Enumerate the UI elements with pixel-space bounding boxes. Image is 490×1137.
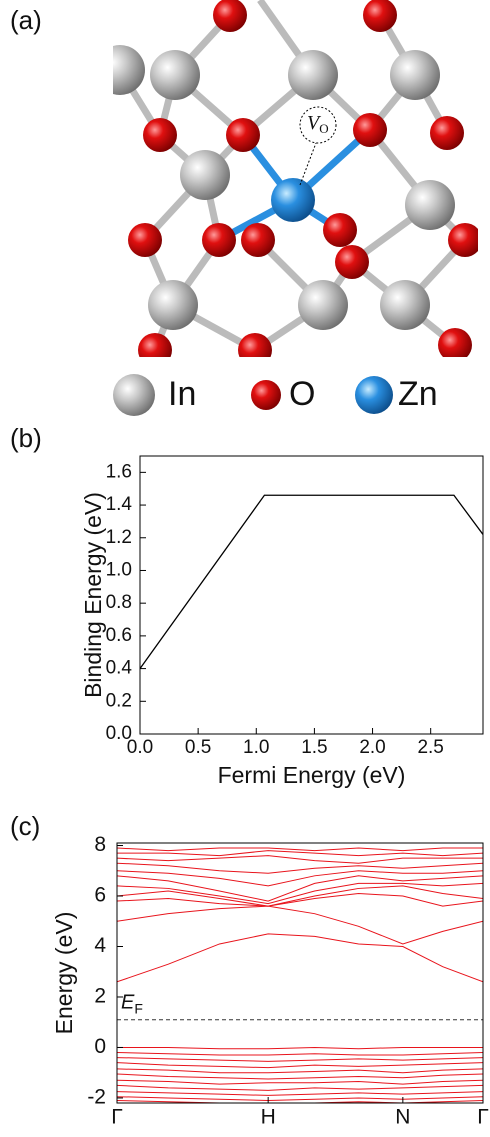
- band-line: [117, 906, 483, 944]
- fermi-label-main: E: [121, 992, 135, 1014]
- plot-frame: [140, 456, 483, 734]
- band-line: [117, 934, 483, 982]
- y-tick-label: -2: [87, 1085, 106, 1108]
- band-line: [117, 1053, 483, 1056]
- band-line: [117, 1058, 483, 1062]
- panel-label: (c): [10, 811, 40, 841]
- band-line: [117, 1100, 483, 1104]
- x-tick-label: 2.5: [417, 737, 443, 758]
- y-tick-label: 0.8: [106, 592, 132, 613]
- figure: (a) (b) (c): [0, 0, 490, 1132]
- y-tick-label: 1.2: [106, 527, 132, 548]
- plot-area: [140, 495, 483, 668]
- y-tick-label: 0: [94, 1035, 106, 1058]
- structure-legend: In O Zn: [113, 374, 438, 416]
- band-line: [117, 848, 483, 851]
- x-tick-label: 2.0: [359, 737, 385, 758]
- fermi-label-sub: F: [134, 1000, 143, 1016]
- vacancy-label-sub: O: [319, 121, 328, 136]
- band-line: [117, 1085, 483, 1090]
- band-line: [117, 1080, 483, 1084]
- band-line: [117, 871, 483, 886]
- panel-label: (b): [10, 423, 42, 453]
- x-tick-label: 0.5: [185, 737, 211, 758]
- band-line: [117, 1097, 483, 1101]
- band-line: [117, 1069, 483, 1073]
- x-tick-label: Γ: [477, 1106, 489, 1129]
- x-tick-label: 0.0: [127, 737, 153, 758]
- y-tick-label: 8: [94, 833, 106, 856]
- legend-label: Zn: [398, 375, 438, 413]
- band-line: [117, 1063, 483, 1068]
- y-tick-label: 1.6: [106, 461, 132, 482]
- panel-label: (a): [10, 5, 42, 35]
- y-tick-label: 0.2: [106, 690, 132, 711]
- y-tick-label: 1.0: [106, 559, 132, 580]
- fermi-label: EF: [121, 992, 143, 1016]
- y-tick-label: 2: [94, 985, 106, 1008]
- band-line: [117, 863, 483, 873]
- legend-label: O: [289, 375, 315, 413]
- legend-swatch: [355, 376, 393, 414]
- data-line: [140, 495, 483, 668]
- x-tick-label: H: [261, 1106, 276, 1129]
- band-line: [117, 1047, 483, 1048]
- atoms: [95, 0, 482, 367]
- y-tick-label: 6: [94, 884, 106, 907]
- plot-area: [117, 848, 483, 1104]
- x-tick-label: Γ: [111, 1106, 123, 1129]
- y-tick-label: 1.4: [106, 494, 133, 515]
- x-tick-label: 1.5: [301, 737, 327, 758]
- y-tick-label: 4: [94, 934, 106, 957]
- x-tick-label: N: [395, 1106, 410, 1129]
- band-line: [117, 1092, 483, 1096]
- y-tick-label: 0.6: [106, 625, 132, 646]
- band-line: [117, 856, 483, 864]
- band-line: [117, 1074, 483, 1079]
- legend-swatch: [113, 374, 155, 416]
- x-axis-title: Fermi Energy (eV): [218, 762, 406, 788]
- y-tick-label: 0.4: [106, 658, 133, 679]
- band-line: [117, 851, 483, 856]
- y-axis-title: Energy (eV): [51, 912, 77, 1035]
- legend-label: In: [168, 375, 196, 413]
- band-line: [117, 876, 483, 901]
- y-axis-title: Binding Energy (eV): [80, 492, 106, 698]
- legend-swatch: [251, 380, 281, 410]
- structure: [95, 0, 482, 367]
- x-tick-label: 1.0: [243, 737, 269, 758]
